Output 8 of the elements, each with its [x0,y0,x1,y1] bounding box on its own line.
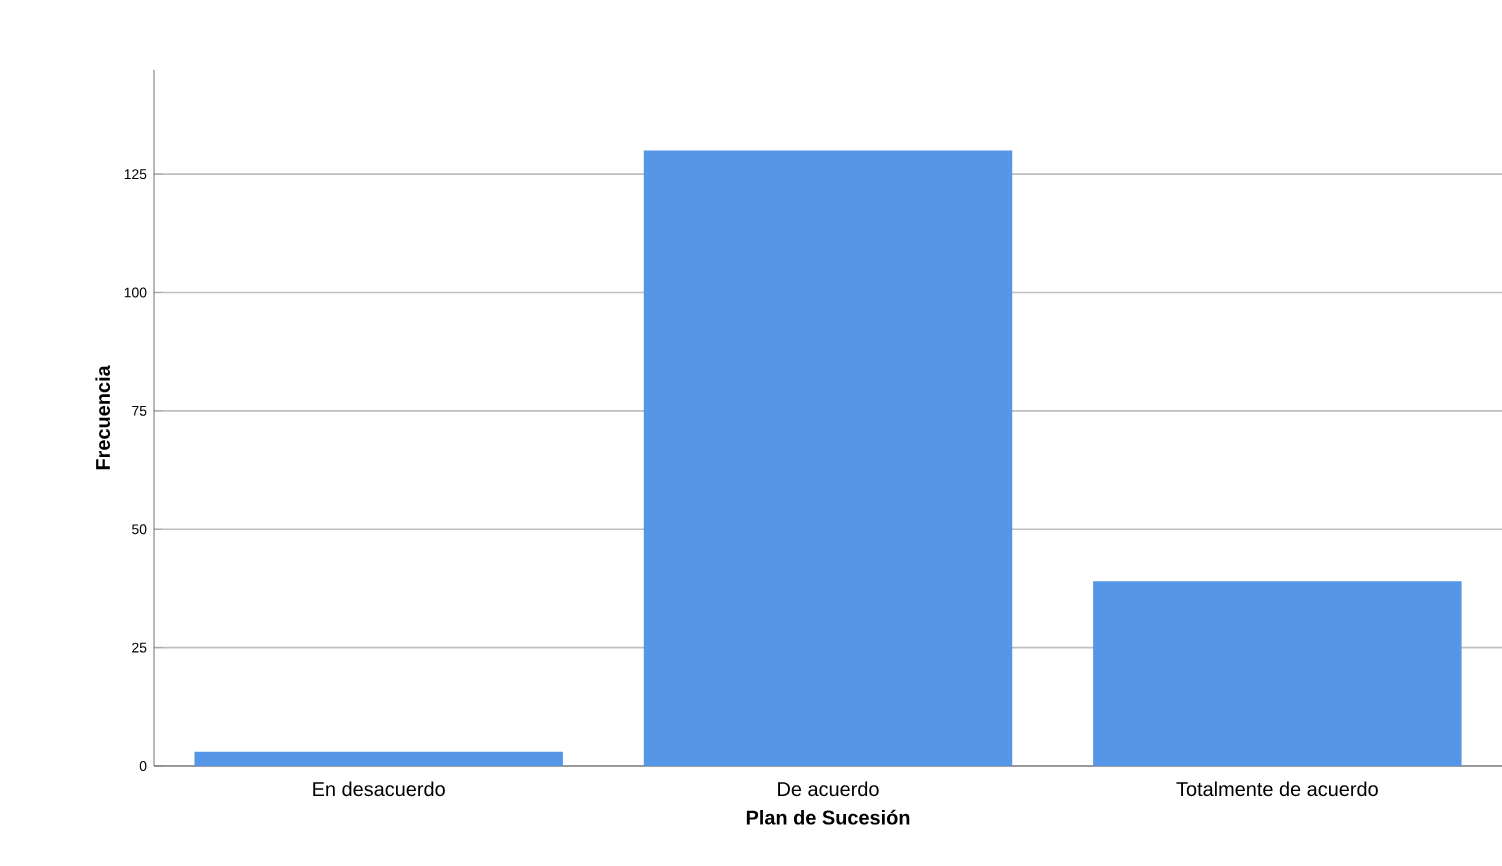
x-axis-title: Plan de Sucesión [746,809,910,825]
x-tick-label: En desacuerdo [313,781,445,797]
x-tick-label: De acuerdo [778,781,879,797]
bar [643,150,1013,766]
y-axis-title: Frecuencia [95,365,111,470]
bar [194,751,563,766]
bar [1093,581,1462,766]
x-tick-label: Totalmente de acuerdo [1176,781,1378,797]
